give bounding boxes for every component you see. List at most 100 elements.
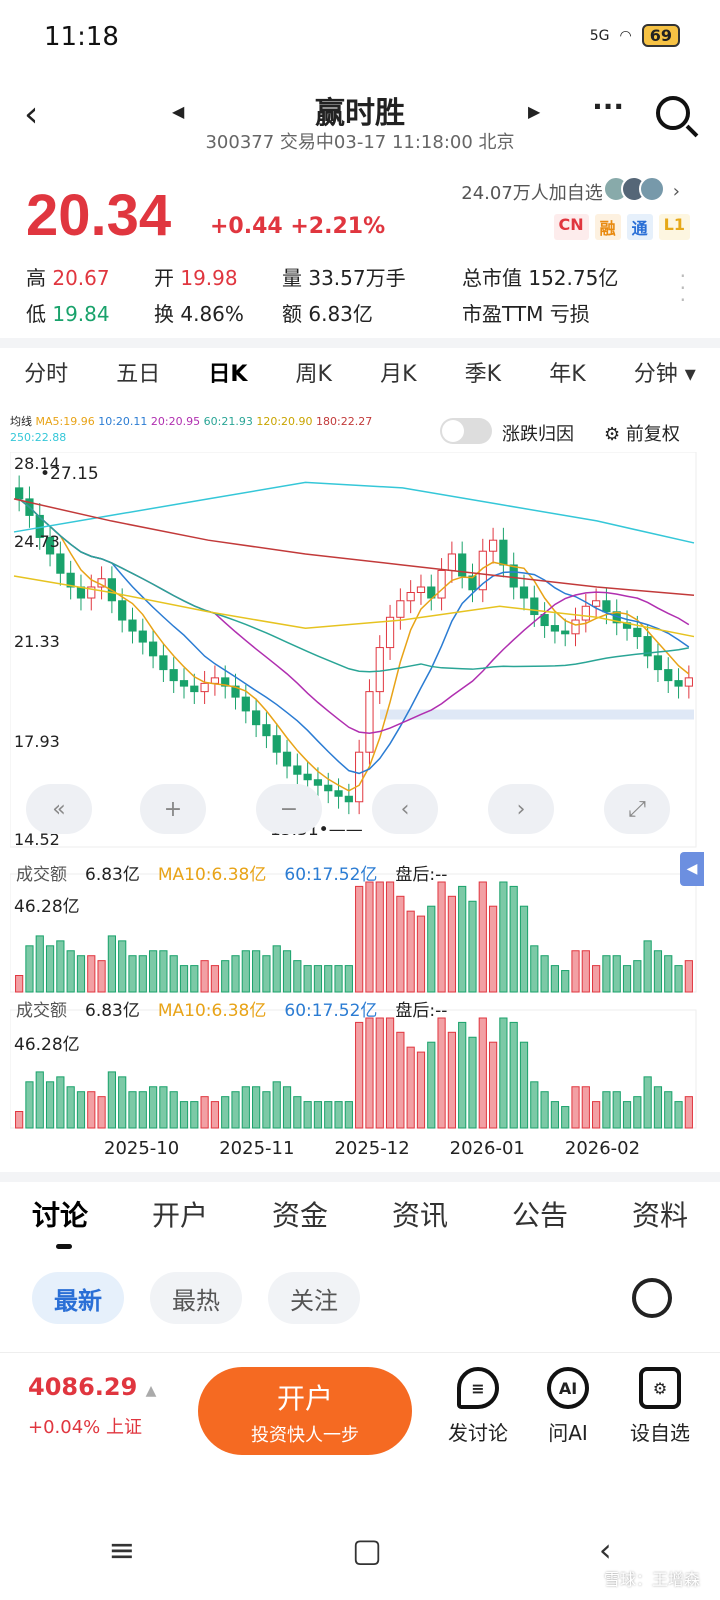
tab-announcements[interactable]: 公告 (511, 1199, 568, 1232)
tab-monthly-k[interactable]: 月K (380, 362, 417, 387)
filter-hot[interactable]: 最热 (150, 1272, 242, 1324)
watchers-link[interactable]: 24.07万人加自选 › (461, 176, 680, 207)
tab-minute-dropdown[interactable]: 分钟 ▾ (633, 362, 696, 387)
kline-chart[interactable] (10, 452, 706, 1172)
turnover-stat: 换 4.86% (154, 301, 244, 326)
post-discussion-button[interactable]: ≡ 发讨论 (428, 1367, 528, 1446)
zoom-in-button[interactable]: + (140, 784, 206, 834)
scroll-left-button[interactable]: ‹ (372, 784, 438, 834)
tag-cn[interactable]: CN (553, 214, 589, 240)
volume-bar (633, 1096, 642, 1129)
candle (416, 586, 426, 594)
candle (427, 586, 436, 599)
tab-funds[interactable]: 资金 (271, 1199, 328, 1232)
zoom-out-button[interactable]: − (256, 784, 322, 834)
candle (643, 636, 652, 657)
status-bar: 11:18 5G ◠ 69 (0, 0, 720, 70)
search-icon[interactable] (656, 96, 690, 130)
volume-bar (118, 1076, 127, 1129)
tag-l1[interactable]: L1 (658, 214, 690, 240)
menu-icon[interactable]: ≡ (108, 1531, 136, 1569)
volume-bar (56, 940, 65, 993)
content-tabs: 讨论 开户 资金 资讯 公告 资料 (0, 1194, 720, 1234)
index-value[interactable]: 4086.29 ▲ (28, 1373, 157, 1401)
adjust-button[interactable]: ⚙ 前复权 (604, 424, 680, 445)
filter-following[interactable]: 关注 (268, 1272, 360, 1324)
ma-label: 均线 (10, 415, 32, 428)
tag-connect[interactable]: 通 (626, 214, 653, 240)
attribution-toggle[interactable] (440, 418, 492, 444)
candle (118, 600, 127, 621)
candle (365, 691, 374, 753)
add-watchlist-button[interactable]: ⚙ 设自选 (610, 1367, 710, 1446)
candle (282, 751, 292, 767)
candle (355, 751, 364, 803)
scroll-start-button[interactable]: « (26, 784, 92, 834)
tab-news[interactable]: 资讯 (391, 1199, 448, 1232)
volume-bar (365, 881, 374, 993)
volume-bar (169, 955, 178, 993)
volume-bar (76, 955, 86, 993)
filter-latest[interactable]: 最新 (32, 1272, 124, 1324)
more-icon[interactable]: ··· (592, 90, 624, 123)
expand-handle-icon[interactable]: · · · (679, 264, 686, 312)
candle (210, 677, 220, 684)
tab-5day[interactable]: 五日 (116, 362, 161, 387)
tab-quarterly-k[interactable]: 季K (464, 362, 502, 387)
status-icons: 5G ◠ 69 (590, 24, 680, 47)
scroll-right-button[interactable]: › (488, 784, 554, 834)
candle (87, 586, 96, 599)
candle (664, 669, 673, 682)
volume-bar (272, 945, 281, 993)
ma-legend: 均线 MA5:19.96 10:20.11 20:20.95 60:21.93 … (10, 414, 450, 446)
tag-margin[interactable]: 融 (594, 214, 621, 240)
volume-bar (499, 1017, 508, 1129)
volume-bar (190, 965, 199, 993)
y-tick-3: 21.33 (14, 632, 60, 651)
add-watchlist-label: 设自选 (630, 1421, 690, 1445)
volume-bar (324, 1101, 333, 1129)
volume-bar (674, 965, 683, 993)
volume-bar (303, 965, 312, 993)
volume-bar (169, 1091, 178, 1129)
tab-daily-k[interactable]: 日K (208, 362, 248, 387)
ma10-line (18, 498, 690, 775)
candle (200, 682, 209, 693)
volume-bar (293, 1096, 302, 1129)
refresh-icon[interactable] (632, 1278, 672, 1318)
volume-bar (375, 881, 384, 993)
volume-bar (35, 1071, 44, 1129)
next-stock-icon[interactable]: ▶ (528, 102, 541, 121)
candle (550, 625, 560, 632)
ask-ai-button[interactable]: AI 问AI (518, 1367, 618, 1446)
tab-open-account[interactable]: 开户 (151, 1199, 208, 1232)
candle (159, 655, 168, 671)
tab-discussion[interactable]: 讨论 (31, 1199, 88, 1232)
tab-intraday[interactable]: 分时 (24, 362, 69, 387)
prev-stock-icon[interactable]: ◀ (172, 102, 185, 121)
back-nav-icon[interactable]: ‹ (598, 1531, 612, 1569)
volume-bar (550, 965, 560, 993)
home-icon[interactable]: ▢ (351, 1531, 383, 1569)
tab-yearly-k[interactable]: 年K (549, 362, 586, 387)
candle (488, 539, 498, 552)
current-price: 20.34 (26, 183, 172, 248)
candle (76, 586, 86, 599)
fullscreen-button[interactable]: ⤢ (604, 784, 670, 834)
quote-stats: 高 20.67 开 19.98 量 33.57万手 总市值 152.75亿 低 … (26, 258, 618, 330)
tab-weekly-k[interactable]: 周K (295, 362, 332, 387)
volume-bar (138, 955, 147, 993)
back-icon[interactable]: ‹ (24, 94, 39, 135)
volume-bar (416, 915, 426, 993)
tab-profile[interactable]: 资料 (631, 1199, 688, 1232)
volume-bar (581, 1086, 590, 1129)
volume-bar (509, 1021, 518, 1129)
volume-bar (210, 965, 220, 993)
volume-bar (571, 950, 580, 993)
volume-bar (107, 1071, 116, 1129)
collapse-panel-icon[interactable]: ◀ (680, 852, 704, 886)
candle (684, 677, 693, 687)
open-account-button[interactable]: 开户 投资快人一步 (198, 1367, 412, 1455)
volume-bar (15, 1111, 24, 1129)
index-change: +0.04% 上证 (28, 1417, 142, 1438)
